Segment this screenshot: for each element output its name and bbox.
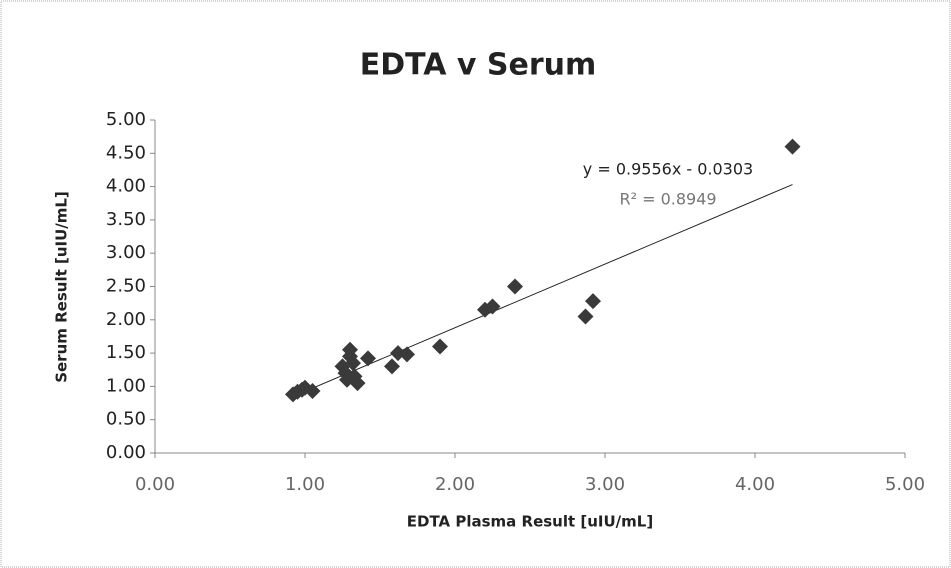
trendline	[292, 184, 793, 397]
y-tick-label: 4.00	[106, 176, 146, 197]
data-point	[349, 375, 366, 392]
chart-title: EDTA v Serum	[360, 48, 597, 83]
y-tick-label: 4.50	[106, 142, 146, 163]
data-point	[784, 138, 801, 155]
y-tick-label: 1.00	[106, 375, 146, 396]
y-tick-label: 3.00	[106, 242, 146, 263]
data-point	[432, 338, 448, 355]
data-point	[577, 308, 594, 325]
trendline-equation: y = 0.9556x - 0.0303	[583, 160, 753, 179]
x-axis-label: EDTA Plasma Result [uIU/mL]	[407, 513, 653, 531]
x-tick-label: 0.00	[135, 474, 175, 495]
data-point	[360, 350, 376, 367]
data-point	[384, 358, 400, 375]
x-tick-label: 1.00	[285, 474, 325, 495]
x-tick-label: 5.00	[885, 474, 925, 495]
data-point	[484, 298, 501, 315]
y-tick-label: 1.50	[106, 342, 146, 363]
y-tick-label: 3.50	[106, 209, 146, 230]
y-tick-label: 0.00	[106, 442, 146, 463]
data-point	[342, 341, 358, 358]
y-axis-label: Serum Result [uIU/mL]	[53, 191, 71, 383]
y-tick-label: 5.00	[106, 109, 146, 130]
data-point	[304, 383, 321, 400]
x-tick-label: 3.00	[585, 474, 625, 495]
data-point	[399, 346, 415, 363]
data-point	[345, 355, 361, 372]
x-tick-label: 4.00	[735, 474, 775, 495]
y-tick-label: 2.00	[106, 309, 146, 330]
data-point	[585, 293, 601, 310]
x-tick-label: 2.00	[435, 474, 475, 495]
data-point	[507, 278, 523, 295]
trendline-r2: R² = 0.8949	[619, 190, 716, 209]
y-tick-label: 2.50	[106, 276, 146, 297]
y-tick-label: 0.50	[106, 409, 146, 430]
